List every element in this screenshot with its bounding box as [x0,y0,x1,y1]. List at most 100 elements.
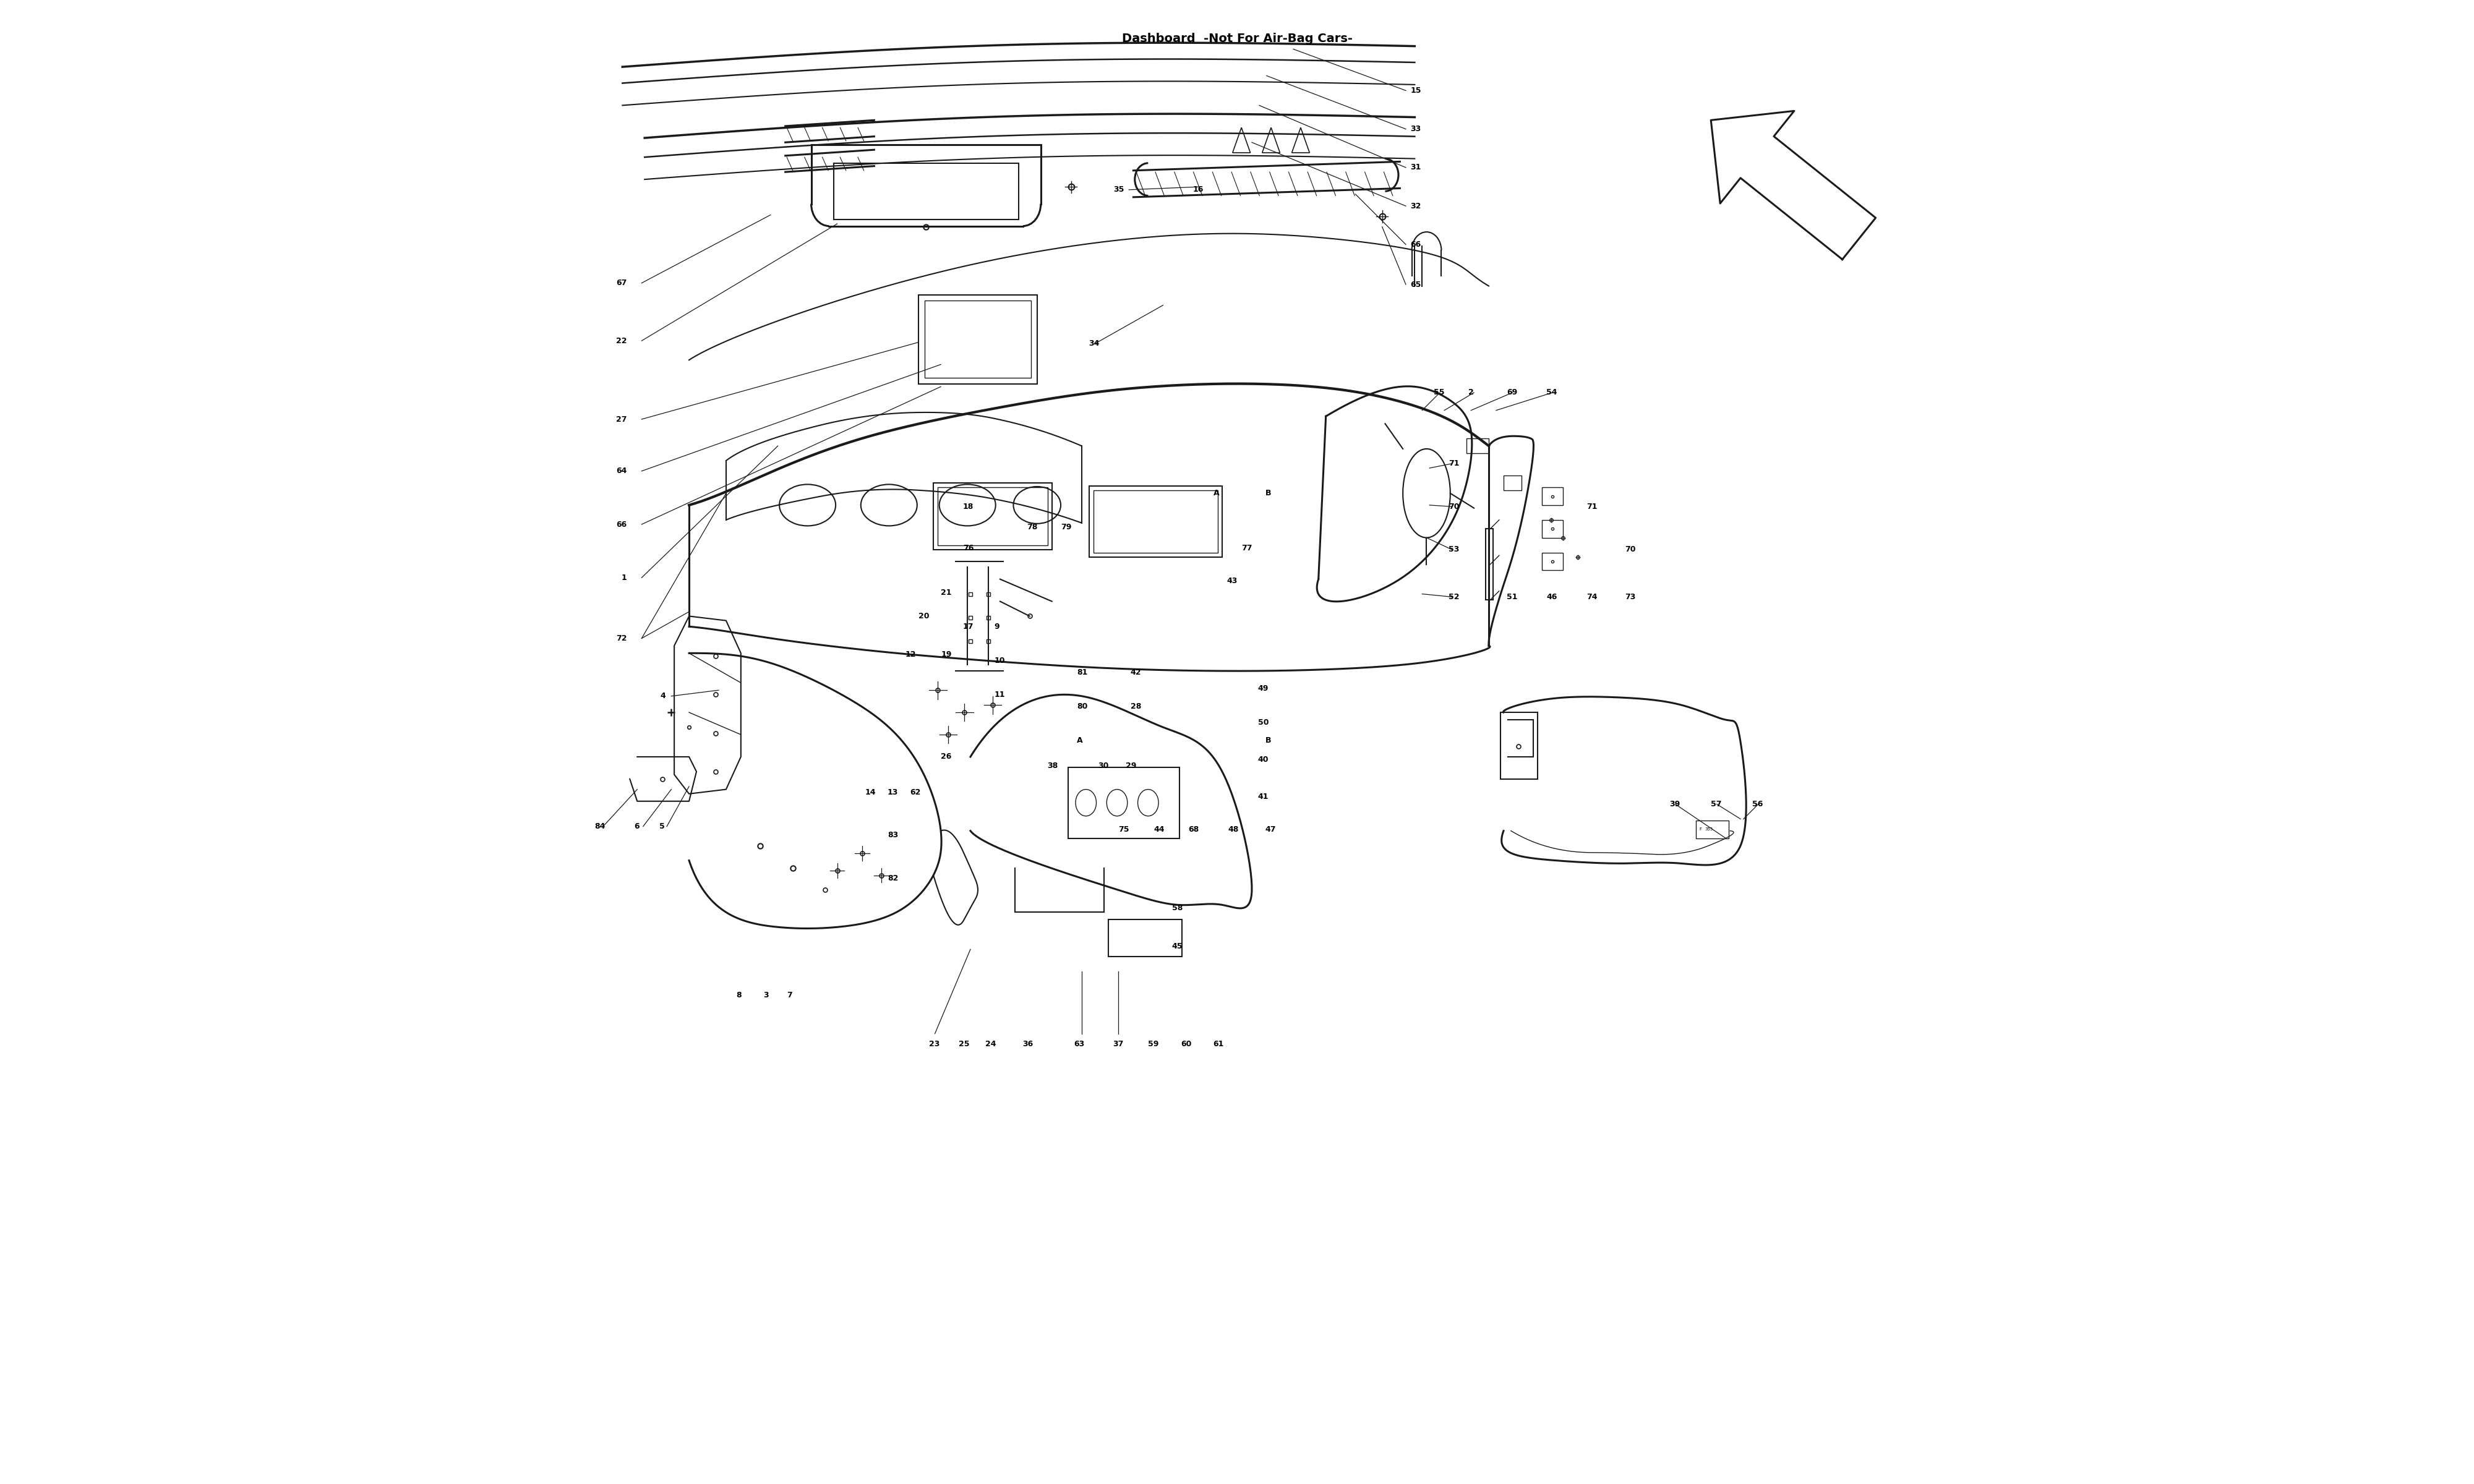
Text: 84: 84 [594,822,606,831]
Text: 34: 34 [1089,340,1098,347]
Bar [1487,528,1494,600]
Text: 81: 81 [1076,668,1089,677]
Text: 28: 28 [1131,702,1141,711]
Text: 83: 83 [888,831,898,840]
Text: 1: 1 [621,574,626,582]
Text: 74: 74 [1586,594,1598,601]
Text: 14: 14 [866,788,876,797]
Text: 2: 2 [1467,389,1475,396]
Bar [1108,920,1183,957]
Text: 45: 45 [1173,942,1183,950]
Text: 66: 66 [616,521,626,528]
Text: 54: 54 [1546,389,1556,396]
Text: 70: 70 [1450,503,1460,510]
Text: 8: 8 [737,991,742,999]
Text: 42: 42 [1131,668,1141,677]
Text: 65: 65 [1410,280,1420,288]
Text: B: B [1264,736,1272,745]
Polygon shape [1712,111,1875,260]
Text: 29: 29 [1126,761,1136,770]
Text: F: F [1700,828,1702,831]
Text: 27: 27 [616,416,626,423]
Text: 46: 46 [1546,594,1556,601]
Text: 69: 69 [1507,389,1517,396]
Bar [933,482,1051,549]
Text: 32: 32 [1410,202,1420,211]
Bar [925,301,1032,378]
Text: 75: 75 [1118,825,1128,834]
Text: 43: 43 [1227,577,1237,585]
Text: 63: 63 [1074,1040,1084,1048]
Text: 3: 3 [762,991,769,999]
Text: 68: 68 [1188,825,1200,834]
Text: 16: 16 [1192,186,1202,194]
Text: 60: 60 [1180,1040,1192,1048]
Text: 7: 7 [787,991,792,999]
Text: 15: 15 [1410,86,1420,95]
Text: B: B [1264,490,1272,497]
Text: 55: 55 [1435,389,1445,396]
Text: 20: 20 [918,611,930,620]
Text: 70: 70 [1625,546,1635,554]
Text: 44: 44 [1153,825,1165,834]
Text: 51: 51 [1507,594,1517,601]
Text: 22: 22 [616,337,626,344]
Text: Dashboard  -Not For Air-Bag Cars-: Dashboard -Not For Air-Bag Cars- [1121,33,1353,45]
Text: 33: 33 [1410,125,1420,134]
Bar [1697,821,1729,838]
Text: 56: 56 [1752,800,1764,809]
Text: 12: 12 [905,650,915,659]
Bar [1541,519,1564,537]
Text: 48: 48 [1227,825,1239,834]
Bar [1467,438,1489,453]
Text: 66: 66 [1410,240,1420,248]
Text: 53: 53 [1450,546,1460,554]
Text: 62: 62 [910,788,920,797]
Text: 4: 4 [661,692,666,700]
Text: 79: 79 [1061,524,1071,531]
Text: 31: 31 [1410,163,1420,172]
Text: 37: 37 [1113,1040,1123,1048]
Text: 71: 71 [1586,503,1598,510]
Text: 40: 40 [1257,755,1269,764]
Bar [1504,475,1522,490]
Text: 61: 61 [1212,1040,1225,1048]
Text: 78: 78 [1027,524,1037,531]
Bar [1094,490,1217,552]
Text: 5: 5 [661,822,666,831]
Text: 9: 9 [995,622,999,631]
Text: 25: 25 [957,1040,970,1048]
Text: 59: 59 [1148,1040,1158,1048]
Text: 52: 52 [1450,594,1460,601]
Text: 17: 17 [962,622,975,631]
Text: 57: 57 [1712,800,1722,809]
Text: 36: 36 [1022,1040,1034,1048]
Text: 71: 71 [1450,460,1460,467]
Bar [1541,552,1564,570]
Text: 13: 13 [888,788,898,797]
Text: 58: 58 [1173,904,1183,911]
Text: A: A [1076,736,1084,745]
Text: 30: 30 [1098,761,1108,770]
Text: 50: 50 [1257,718,1269,727]
Bar [1541,487,1564,505]
Text: 73: 73 [1625,594,1635,601]
Bar [918,295,1037,384]
Text: 18: 18 [962,503,975,510]
Text: 6: 6 [633,822,641,831]
Text: 80: 80 [1076,702,1089,711]
Bar [1089,485,1222,556]
Text: 72: 72 [616,634,626,643]
Text: 10: 10 [995,656,1004,665]
Text: 49: 49 [1257,684,1269,693]
Text: A: A [1212,490,1220,497]
Bar [938,487,1047,545]
Text: 41: 41 [1257,792,1269,801]
Text: 35: 35 [1113,186,1126,194]
Text: 67: 67 [616,279,626,286]
Text: 38: 38 [1047,761,1059,770]
Bar [1069,767,1180,838]
Text: 23: 23 [928,1040,940,1048]
Text: 64: 64 [616,467,626,475]
Text: 76: 76 [962,545,975,552]
